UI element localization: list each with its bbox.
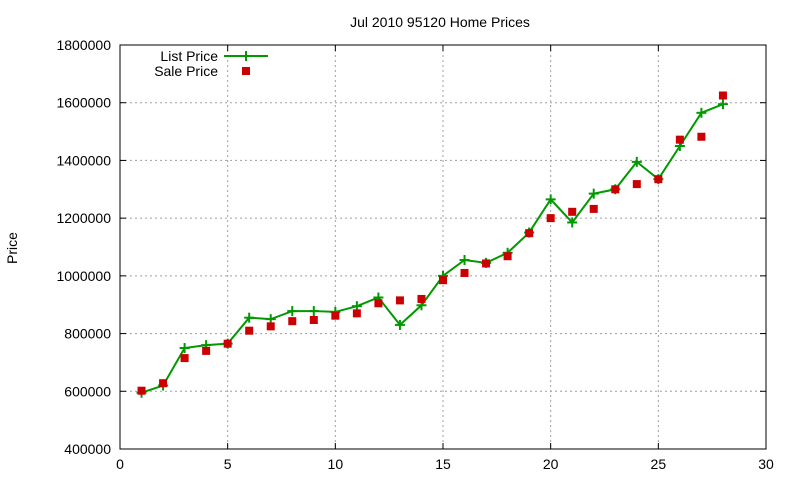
y-axis-label: Price — [4, 232, 20, 264]
list-price-point — [179, 343, 190, 353]
sale-price-point — [288, 317, 297, 326]
y-tick-label: 1800000 — [56, 37, 111, 53]
list-price-point — [567, 217, 578, 228]
x-tick-label: 20 — [543, 456, 559, 472]
list-price-point — [631, 156, 642, 167]
sale-price-point — [718, 91, 727, 100]
sale-price-point — [245, 326, 254, 335]
sale-price-point — [482, 259, 491, 268]
sale-price-point — [589, 204, 598, 213]
x-tick-label: 10 — [328, 456, 344, 472]
x-tick-label: 15 — [435, 456, 451, 472]
sale-price-point — [632, 180, 641, 189]
sale-price-point — [331, 311, 340, 320]
axis-layer: 0 5 10 15 20 25 30 400000 600000 800000 1000000 120… — [56, 37, 774, 472]
sale-price-point — [546, 214, 555, 223]
sale-price-point — [525, 229, 534, 238]
list-price-point — [696, 107, 707, 118]
series-layer — [136, 91, 728, 398]
list-price-point — [717, 99, 728, 110]
y-tick-label: 800000 — [64, 326, 111, 342]
sale-price-point — [503, 252, 512, 261]
list-price-point — [394, 319, 405, 330]
sale-price-point — [417, 294, 426, 303]
sale-price-point — [180, 354, 189, 363]
list-price-point — [287, 306, 298, 317]
y-tick-label: 1000000 — [56, 268, 111, 284]
y-tick-label: 1600000 — [56, 95, 111, 111]
list-price-point — [308, 306, 319, 317]
sale-price-point — [395, 296, 404, 305]
legend-marker-sale-price — [242, 67, 250, 75]
sale-price-point — [460, 268, 469, 277]
sale-price-point — [654, 175, 663, 184]
list-price-point — [588, 188, 599, 199]
legend-label-list-price: List Price — [160, 48, 218, 64]
sale-price-point — [159, 379, 168, 388]
legend-marker-list-price — [241, 51, 251, 61]
sale-price-point — [675, 135, 684, 144]
y-tick-label: 400000 — [64, 441, 111, 457]
x-tick-label: 5 — [224, 456, 232, 472]
sale-price-point — [137, 386, 146, 395]
legend-label-sale-price: Sale Price — [154, 63, 218, 79]
sale-price-point — [374, 299, 383, 308]
grid-layer — [120, 45, 766, 449]
y-tick-label: 1200000 — [56, 210, 111, 226]
sale-price-point — [202, 346, 211, 355]
list-price-point — [459, 254, 470, 265]
sale-price-point — [309, 316, 318, 325]
list-price-line — [141, 103, 724, 394]
y-tick-label: 1400000 — [56, 152, 111, 168]
sale-price-point — [266, 322, 275, 331]
x-tick-label: 0 — [116, 456, 124, 472]
y-tick-label: 600000 — [64, 383, 111, 399]
list-price-point — [244, 312, 255, 323]
sale-price-point — [352, 309, 361, 318]
list-price-point — [545, 194, 556, 205]
chart-title: Jul 2010 95120 Home Prices — [350, 14, 530, 30]
legend: List Price Sale Price — [154, 48, 268, 79]
sale-price-point — [568, 207, 577, 216]
sale-price-point — [223, 339, 232, 348]
x-tick-label: 25 — [651, 456, 667, 472]
sale-price-point — [439, 276, 447, 285]
sale-price-point — [611, 185, 620, 194]
sale-price-point — [697, 132, 706, 141]
x-tick-label: 30 — [758, 456, 774, 472]
